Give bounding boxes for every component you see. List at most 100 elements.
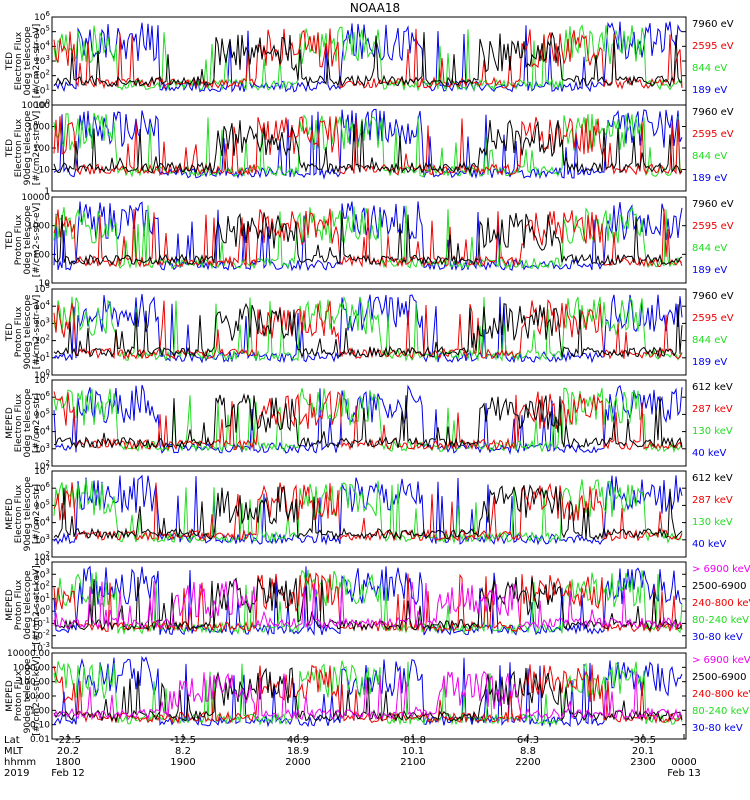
y-axis-label-line: [#/cm2-s-str-keV]: [32, 656, 42, 735]
y-tick-label: 106: [34, 10, 50, 23]
y-axis-label-line: Electron Flux: [14, 393, 24, 452]
y-tick-label: 107: [34, 373, 50, 386]
legend-entry: 189 eV: [692, 85, 727, 96]
y-axis-label-line: MEPED: [5, 589, 15, 621]
y-axis-label-line: 0deg telescope: [23, 388, 33, 458]
legend-entry: 2595 eV: [692, 41, 734, 52]
legend-entry: 2500-6900: [692, 581, 747, 592]
series-2595 eV: [53, 208, 683, 269]
y-tick-label: 103: [34, 567, 50, 580]
x-tick-label: -81.8: [400, 735, 426, 746]
y-tick-label: 10000.00: [7, 649, 50, 659]
y-tick-label: 0.10: [30, 721, 50, 731]
panel-traces: [53, 294, 683, 364]
y-tick-label: 104: [34, 299, 50, 312]
y-axis-label-line: TED: [5, 139, 15, 158]
y-axis-label-line: 0deg telescope: [23, 570, 33, 640]
x-tick-label: Feb 13: [667, 768, 701, 779]
legend-entry: 287 keV: [692, 404, 733, 415]
legend-entry: 189 eV: [692, 265, 727, 276]
x-tick-label: -22.5: [55, 735, 81, 746]
y-tick-label: 100: [33, 144, 50, 154]
y-tick-label: 103: [34, 54, 50, 67]
legend-entry: 240-800 keV: [692, 598, 750, 609]
panel-frame: [51, 561, 687, 649]
panel-frame: [51, 379, 687, 467]
panel-traces: [53, 384, 683, 455]
legend-entry: 2595 eV: [692, 129, 734, 140]
y-tick-label: 101: [34, 351, 50, 364]
series-7960 eV: [53, 212, 683, 267]
y-axis-label-line: MEPED: [5, 407, 15, 439]
series-> 6900 keV: [53, 670, 683, 721]
series-189 eV: [53, 108, 683, 180]
y-axis-label-line: Proton Flux: [14, 214, 24, 265]
y-tick-label: 102: [34, 459, 50, 472]
series-7960 eV: [53, 302, 683, 359]
y-axis-label-line: Electron Flux: [14, 118, 24, 177]
x-tick-label: 2000: [285, 757, 310, 768]
panel-traces: [53, 474, 683, 546]
legend-entry: 80-240 keV: [692, 615, 749, 626]
legend-entry: 2500-6900: [692, 672, 747, 683]
chart-title: NOAA18: [350, 1, 400, 15]
panel-traces: [53, 565, 683, 636]
y-tick-label: 10: [39, 166, 51, 176]
y-axis-label-line: 90deg telescope: [23, 110, 33, 185]
series-2595 eV: [53, 28, 683, 90]
y-axis-label-line: Proton Flux: [14, 579, 24, 630]
legend-entry: 189 eV: [692, 357, 727, 368]
y-tick-label: 0.01: [30, 735, 50, 745]
x-tick-label: -30.5: [630, 735, 656, 746]
legend-entry: 612 keV: [692, 473, 733, 484]
panel-traces: [53, 108, 683, 180]
y-tick-label: 103: [34, 442, 50, 455]
legend-entry: 844 eV: [692, 151, 727, 162]
y-axis-label-line: 90deg telescope: [23, 294, 33, 369]
y-tick-label: 10000: [21, 193, 50, 203]
y-tick-label: 103: [34, 316, 50, 329]
legend-entry: 612 keV: [692, 382, 733, 393]
y-tick-label: 102: [34, 69, 50, 82]
series-844 eV: [53, 295, 683, 363]
panel-traces: [53, 201, 683, 272]
series-> 6900 keV: [53, 579, 683, 631]
y-tick-label: 105: [34, 25, 50, 38]
x-tick-label: 2100: [400, 757, 425, 768]
legend-entry: 30-80 keV: [692, 632, 743, 643]
x-tick-label: 0000: [671, 757, 696, 768]
y-axis-label-line: Electron Flux: [14, 31, 24, 90]
panel-2: 1 10 100 1000 10000 TED Electron Flux 90deg tel…: [5, 101, 734, 197]
legend-entry: 2595 eV: [692, 221, 734, 232]
series-7960 eV: [53, 119, 683, 175]
y-tick-label: 100: [34, 604, 50, 617]
legend-entry: 844 eV: [692, 243, 727, 254]
y-axis-label-line: 90deg telescope: [23, 658, 33, 733]
y-tick-label: 10000: [21, 101, 50, 111]
y-axis-label-line: Electron Flux: [14, 484, 24, 543]
series-844 eV: [53, 24, 683, 92]
y-tick-label: 101: [34, 83, 50, 96]
legend-entry: 130 keV: [692, 517, 733, 528]
x-tick-label: 18.9: [287, 746, 309, 757]
legend-entry: 844 eV: [692, 63, 727, 74]
panel-frame: [51, 288, 687, 376]
y-tick-label: 105: [34, 282, 50, 295]
series-189 eV: [53, 21, 683, 93]
y-axis-label-line: [#/cm2-s-str]: [32, 484, 42, 544]
y-axis-label-line: [#/cm2-s-str-eV]: [32, 203, 42, 278]
y-tick-label: 10: [39, 279, 51, 289]
y-tick-label: 10-3: [32, 641, 50, 654]
x-tick-label: 8.2: [175, 746, 191, 757]
y-axis-label-line: MEPED: [5, 498, 15, 530]
x-row-label: MLT: [4, 746, 24, 757]
series-612 keV: [53, 392, 683, 450]
series-80-240 keV: [53, 569, 683, 636]
y-tick-label: 100: [34, 98, 50, 111]
legend-entry: 7960 eV: [692, 291, 734, 302]
legend-entry: 287 keV: [692, 495, 733, 506]
y-tick-label: 104: [34, 39, 50, 52]
legend-entry: 7960 eV: [692, 199, 734, 210]
panel-traces: [53, 21, 683, 93]
